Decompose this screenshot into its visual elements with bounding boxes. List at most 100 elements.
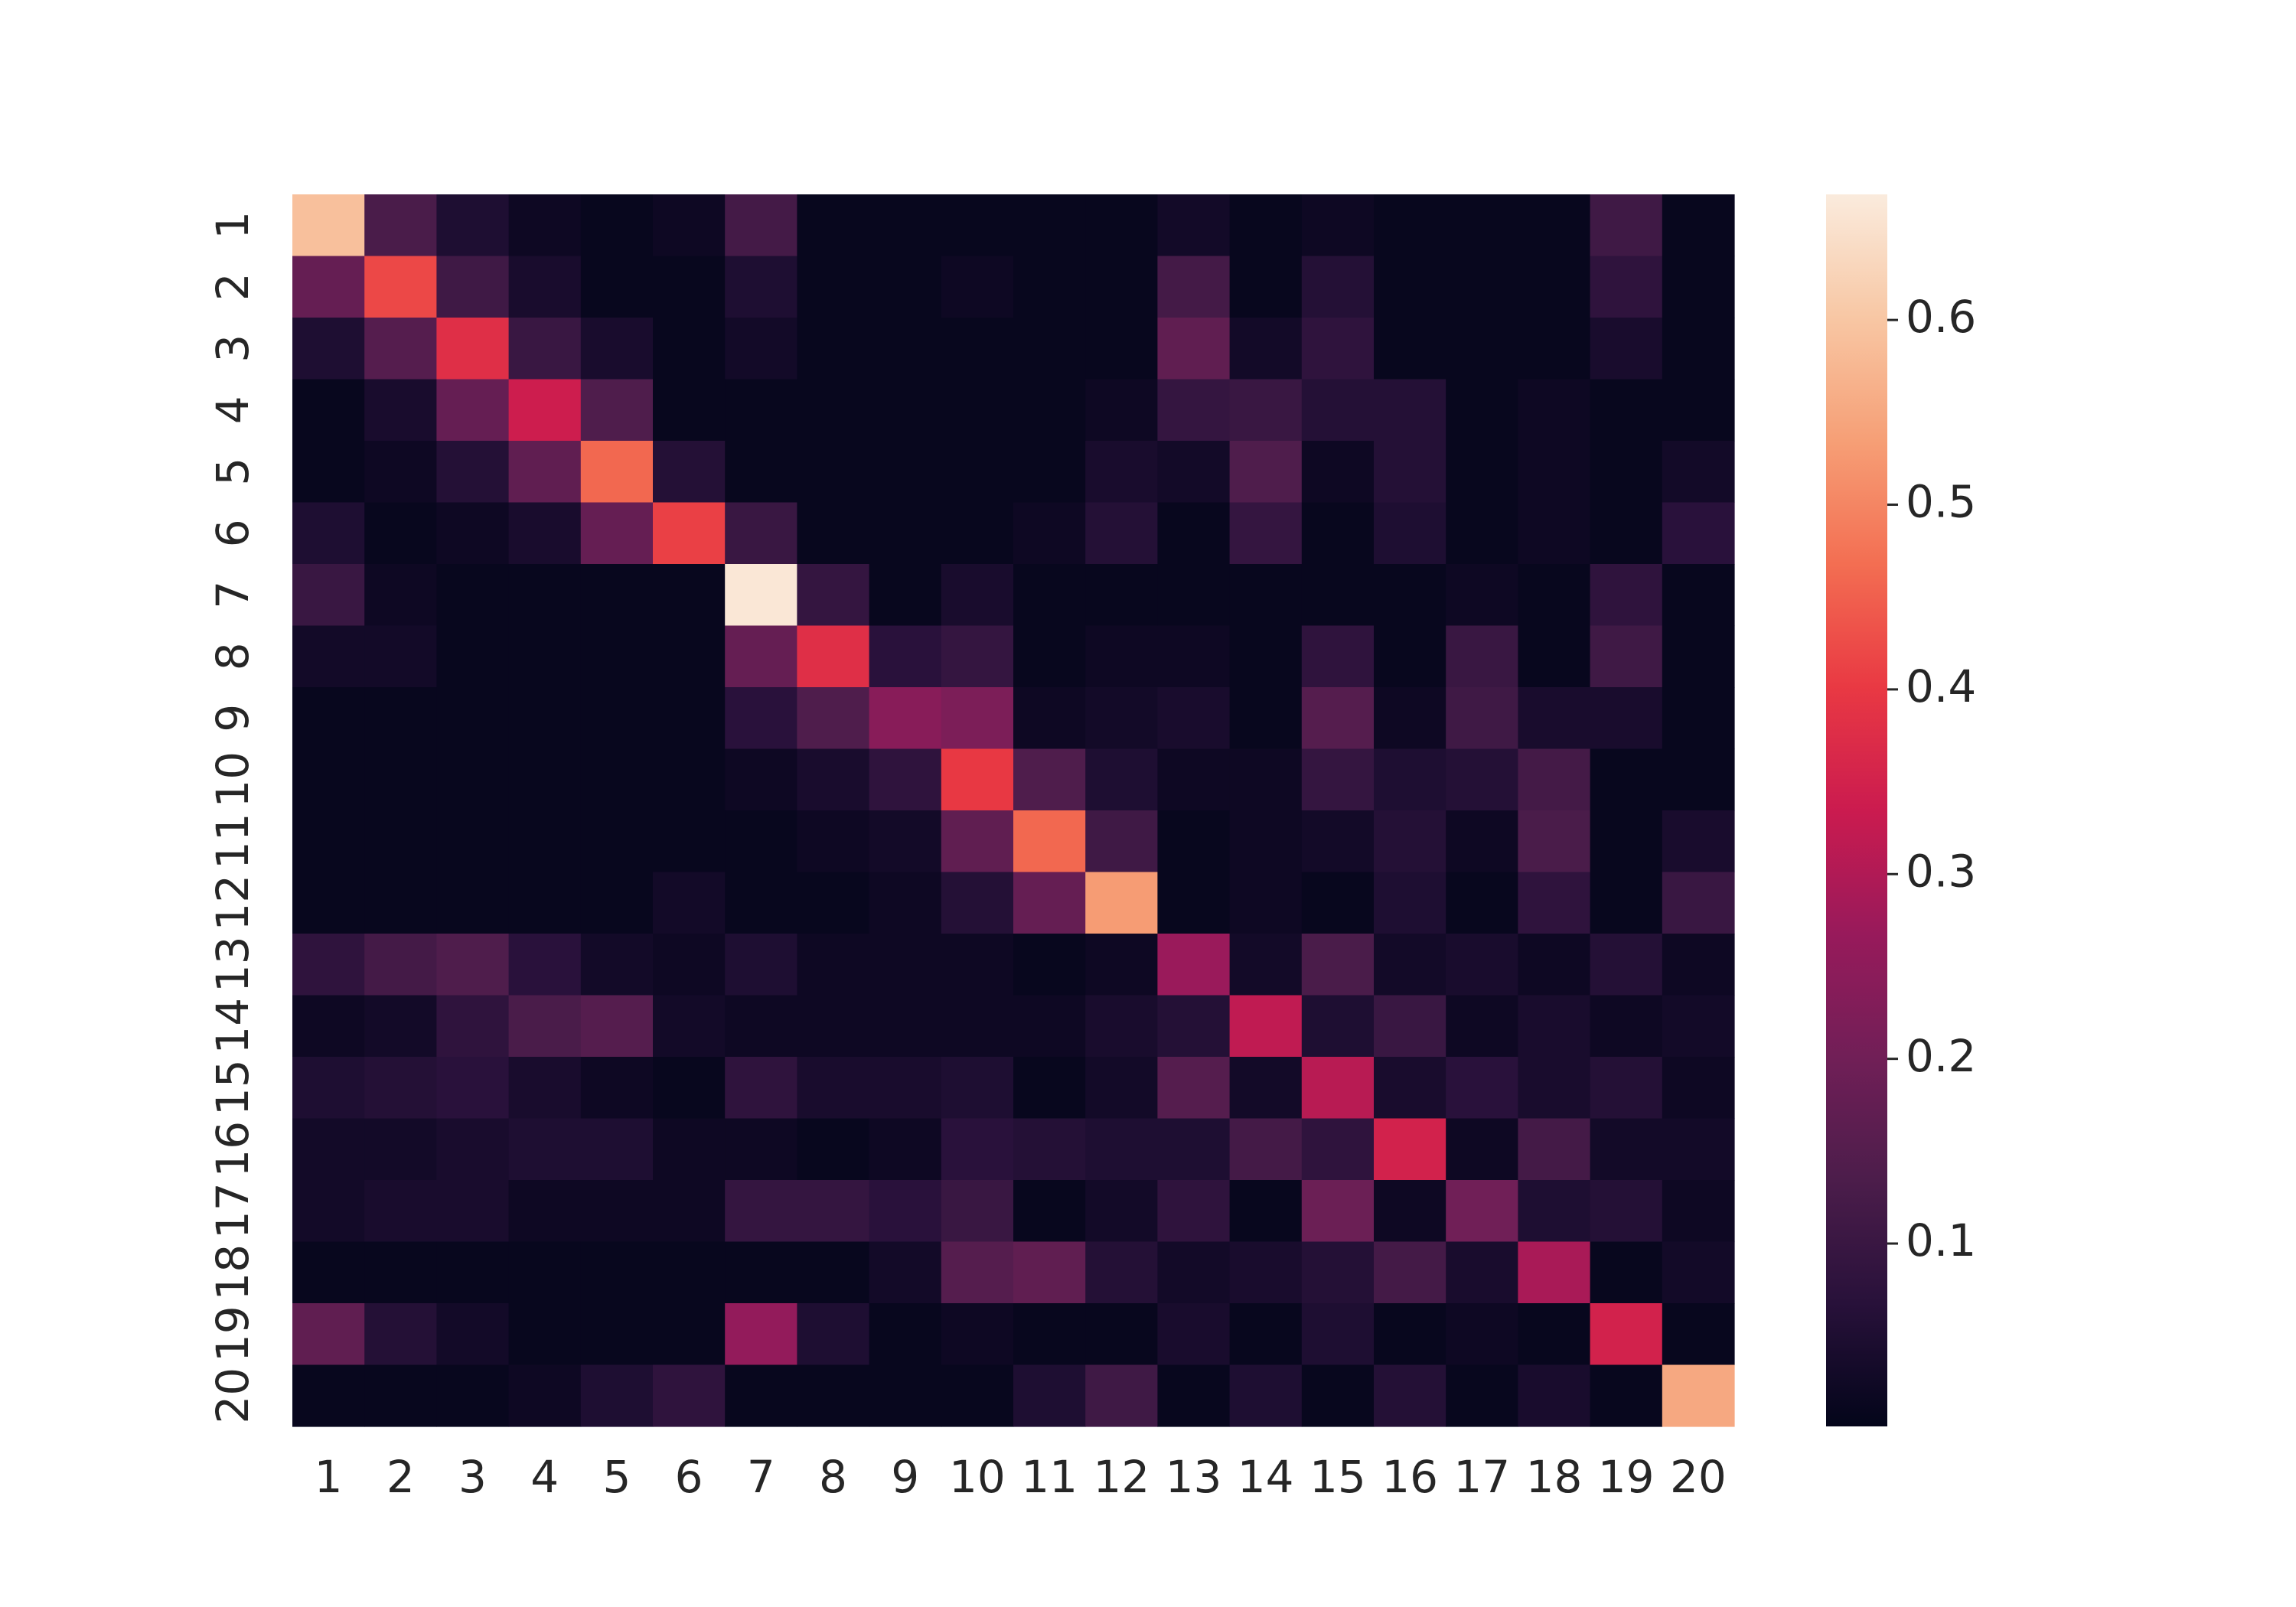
heatmap-cell	[1446, 564, 1518, 627]
heatmap-cell	[1446, 995, 1518, 1058]
heatmap-cell	[364, 687, 437, 750]
heatmap-cell	[1518, 934, 1591, 996]
heatmap-cell	[1446, 1057, 1518, 1120]
heatmap-cell	[1662, 1364, 1735, 1427]
heatmap-cell	[1301, 625, 1375, 688]
heatmap-cell	[653, 318, 726, 380]
heatmap-cell	[1157, 379, 1231, 442]
heatmap-cell	[364, 564, 437, 627]
heatmap-cell	[1301, 1241, 1375, 1304]
heatmap-cell	[292, 379, 365, 442]
heatmap-cell	[1013, 1241, 1086, 1304]
heatmap-cell	[580, 318, 654, 380]
colorbar-tick-label: 0.4	[1906, 660, 1976, 712]
heatmap-cell	[1085, 1180, 1158, 1243]
heatmap-cell	[869, 872, 942, 934]
heatmap-cell	[941, 379, 1014, 442]
y-tick-label: 9	[207, 704, 259, 732]
heatmap-cell	[1374, 502, 1446, 565]
x-tick-label: 18	[1526, 1451, 1583, 1503]
heatmap-cell	[508, 502, 582, 565]
heatmap-cell	[1157, 748, 1231, 811]
heatmap-cell	[1157, 441, 1231, 504]
x-tick-label: 20	[1670, 1451, 1727, 1503]
heatmap-cell	[1301, 1057, 1375, 1120]
heatmap-cell	[364, 934, 437, 996]
heatmap-cell	[1446, 1364, 1518, 1427]
heatmap-cell	[1590, 318, 1663, 380]
heatmap-cell	[1229, 1057, 1303, 1120]
heatmap-cell	[1157, 872, 1231, 934]
heatmap-cell	[1518, 194, 1591, 257]
heatmap-cell	[797, 995, 870, 1058]
heatmap-cell	[1013, 1118, 1086, 1181]
heatmap-cell	[1157, 256, 1231, 318]
heatmap-cell	[1446, 934, 1518, 996]
heatmap-cell	[653, 379, 726, 442]
heatmap-cell	[797, 1241, 870, 1304]
heatmap-cell	[1662, 256, 1735, 318]
heatmap-cell	[1662, 441, 1735, 504]
heatmap-cell	[1590, 1364, 1663, 1427]
heatmap-cell	[580, 1364, 654, 1427]
heatmap-cell	[580, 872, 654, 934]
x-tick-label: 2	[386, 1451, 415, 1503]
heatmap-cell	[1590, 810, 1663, 873]
heatmap-cell	[292, 995, 365, 1058]
y-tick-label: 8	[207, 642, 259, 670]
heatmap-cell	[364, 625, 437, 688]
heatmap-cell	[1013, 1303, 1086, 1366]
heatmap-cell	[1229, 872, 1303, 934]
heatmap-cell	[725, 379, 797, 442]
heatmap-cell	[1301, 995, 1375, 1058]
heatmap-cell	[1662, 934, 1735, 996]
heatmap-cell	[1085, 1241, 1158, 1304]
heatmap-cell	[1157, 995, 1231, 1058]
heatmap-cell	[869, 256, 942, 318]
y-tick-label: 2	[207, 272, 259, 301]
heatmap-cell	[725, 1364, 797, 1427]
heatmap-cell	[1518, 564, 1591, 627]
heatmap-cell	[1013, 1057, 1086, 1120]
heatmap-cell	[580, 564, 654, 627]
x-tick-label: 8	[819, 1451, 847, 1503]
heatmap-cell	[1518, 1364, 1591, 1427]
heatmap-cell	[292, 748, 365, 811]
heatmap-cell	[1374, 194, 1446, 257]
heatmap-cell	[1013, 810, 1086, 873]
heatmap-cell	[1374, 1241, 1446, 1304]
heatmap-cell	[797, 318, 870, 380]
heatmap-cell	[1301, 748, 1375, 811]
heatmap-cell	[364, 1057, 437, 1120]
heatmap-cell	[941, 934, 1014, 996]
y-tick-label: 7	[207, 581, 259, 609]
heatmap-cell	[1446, 748, 1518, 811]
heatmap-cell	[797, 564, 870, 627]
heatmap-cell	[1374, 748, 1446, 811]
heatmap-cell	[580, 441, 654, 504]
heatmap-cell	[1301, 872, 1375, 934]
heatmap-cell	[436, 441, 510, 504]
heatmap-cell	[1374, 995, 1446, 1058]
heatmap-cell	[1374, 872, 1446, 934]
heatmap-cell	[1662, 318, 1735, 380]
x-tick-label: 5	[602, 1451, 631, 1503]
heatmap-cell	[364, 379, 437, 442]
heatmap-cell	[725, 625, 797, 688]
heatmap-cell	[1301, 687, 1375, 750]
heatmap-cell	[436, 318, 510, 380]
heatmap-cell	[292, 810, 365, 873]
heatmap-cell	[653, 748, 726, 811]
heatmap-cell	[1013, 687, 1086, 750]
colorbar-tick-label: 0.5	[1906, 476, 1976, 528]
heatmap-cell	[436, 256, 510, 318]
heatmap-cell	[797, 625, 870, 688]
heatmap-cell	[1301, 379, 1375, 442]
heatmap-cell	[1446, 687, 1518, 750]
heatmap-cell	[1590, 687, 1663, 750]
heatmap-cell	[1157, 687, 1231, 750]
heatmap-cell	[508, 625, 582, 688]
heatmap-cell	[508, 810, 582, 873]
heatmap-cell	[797, 379, 870, 442]
heatmap-cell	[797, 1364, 870, 1427]
